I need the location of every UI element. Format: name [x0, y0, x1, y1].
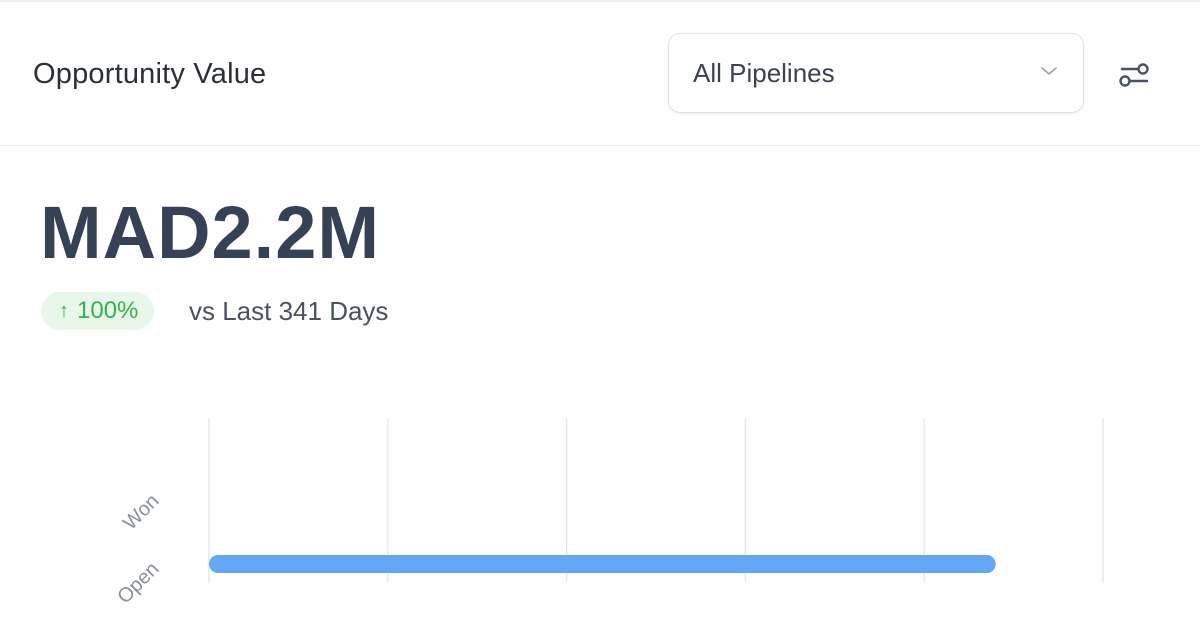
arrow-up-icon: ↑ — [59, 300, 69, 322]
category-label-won: Won — [119, 490, 163, 534]
filter-settings-button[interactable] — [1110, 57, 1156, 97]
pipeline-select[interactable]: All Pipelines — [668, 33, 1084, 113]
change-percent: 100% — [77, 297, 139, 324]
widget-title: Opportunity Value — [33, 58, 267, 90]
change-badge: ↑ 100% — [41, 292, 155, 330]
category-label-open: Open — [113, 558, 163, 608]
chevron-down-icon — [1039, 64, 1059, 83]
widget-header: Opportunity Value All Pipelines — [0, 2, 1200, 146]
top-divider — [0, 0, 1200, 2]
pipeline-select-value: All Pipelines — [693, 58, 835, 88]
bar-open[interactable] — [209, 555, 996, 573]
sliders-icon — [1119, 63, 1149, 87]
opportunity-bar-chart: Won Open — [113, 418, 1104, 608]
opportunity-total-amount: MAD2.2M — [40, 191, 381, 274]
comparison-period: vs Last 341 Days — [189, 296, 389, 326]
